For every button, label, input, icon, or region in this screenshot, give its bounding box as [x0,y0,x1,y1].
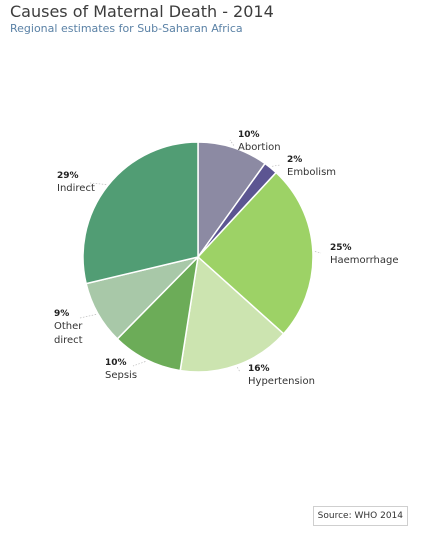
slice-percent-label: 16% [248,364,270,374]
source-note: Source: WHO 2014 [312,506,408,526]
slice-category-label: Sepsis [105,370,137,381]
slice-category-label: direct [54,335,83,346]
pie-slice-indirect [82,141,199,285]
pie-slice-haemorrhage [196,171,314,335]
slice-category-label: Embolism [287,167,336,178]
leader-line [271,164,281,167]
leader-line [314,251,322,254]
leader-line [229,139,235,146]
slice-category-label: Haemorrhage [330,255,399,266]
slice-percent-label: 10% [105,358,127,368]
slice-percent-label: 29% [57,171,79,181]
leader-line [79,314,97,319]
slice-category-label: Abortion [238,142,281,153]
leader-line [236,367,241,373]
slice-percent-label: 2% [287,155,302,165]
pie-slice-abortion [197,141,267,260]
slice-percent-label: 10% [238,130,260,140]
slice-category-label: Hypertension [248,376,315,387]
slice-percent-label: 25% [330,243,352,253]
slice-category-label: Other [54,321,83,332]
slice-category-label: Indirect [57,183,95,194]
pie-slice-sepsis [116,254,200,372]
leader-line [132,361,146,367]
chart-subtitle: Regional estimates for Sub-Saharan Afric… [10,22,243,35]
slice-percent-label: 9% [54,309,69,319]
chart-title: Causes of Maternal Death - 2014 [10,2,274,21]
pie-slice-hypertension [179,255,285,373]
